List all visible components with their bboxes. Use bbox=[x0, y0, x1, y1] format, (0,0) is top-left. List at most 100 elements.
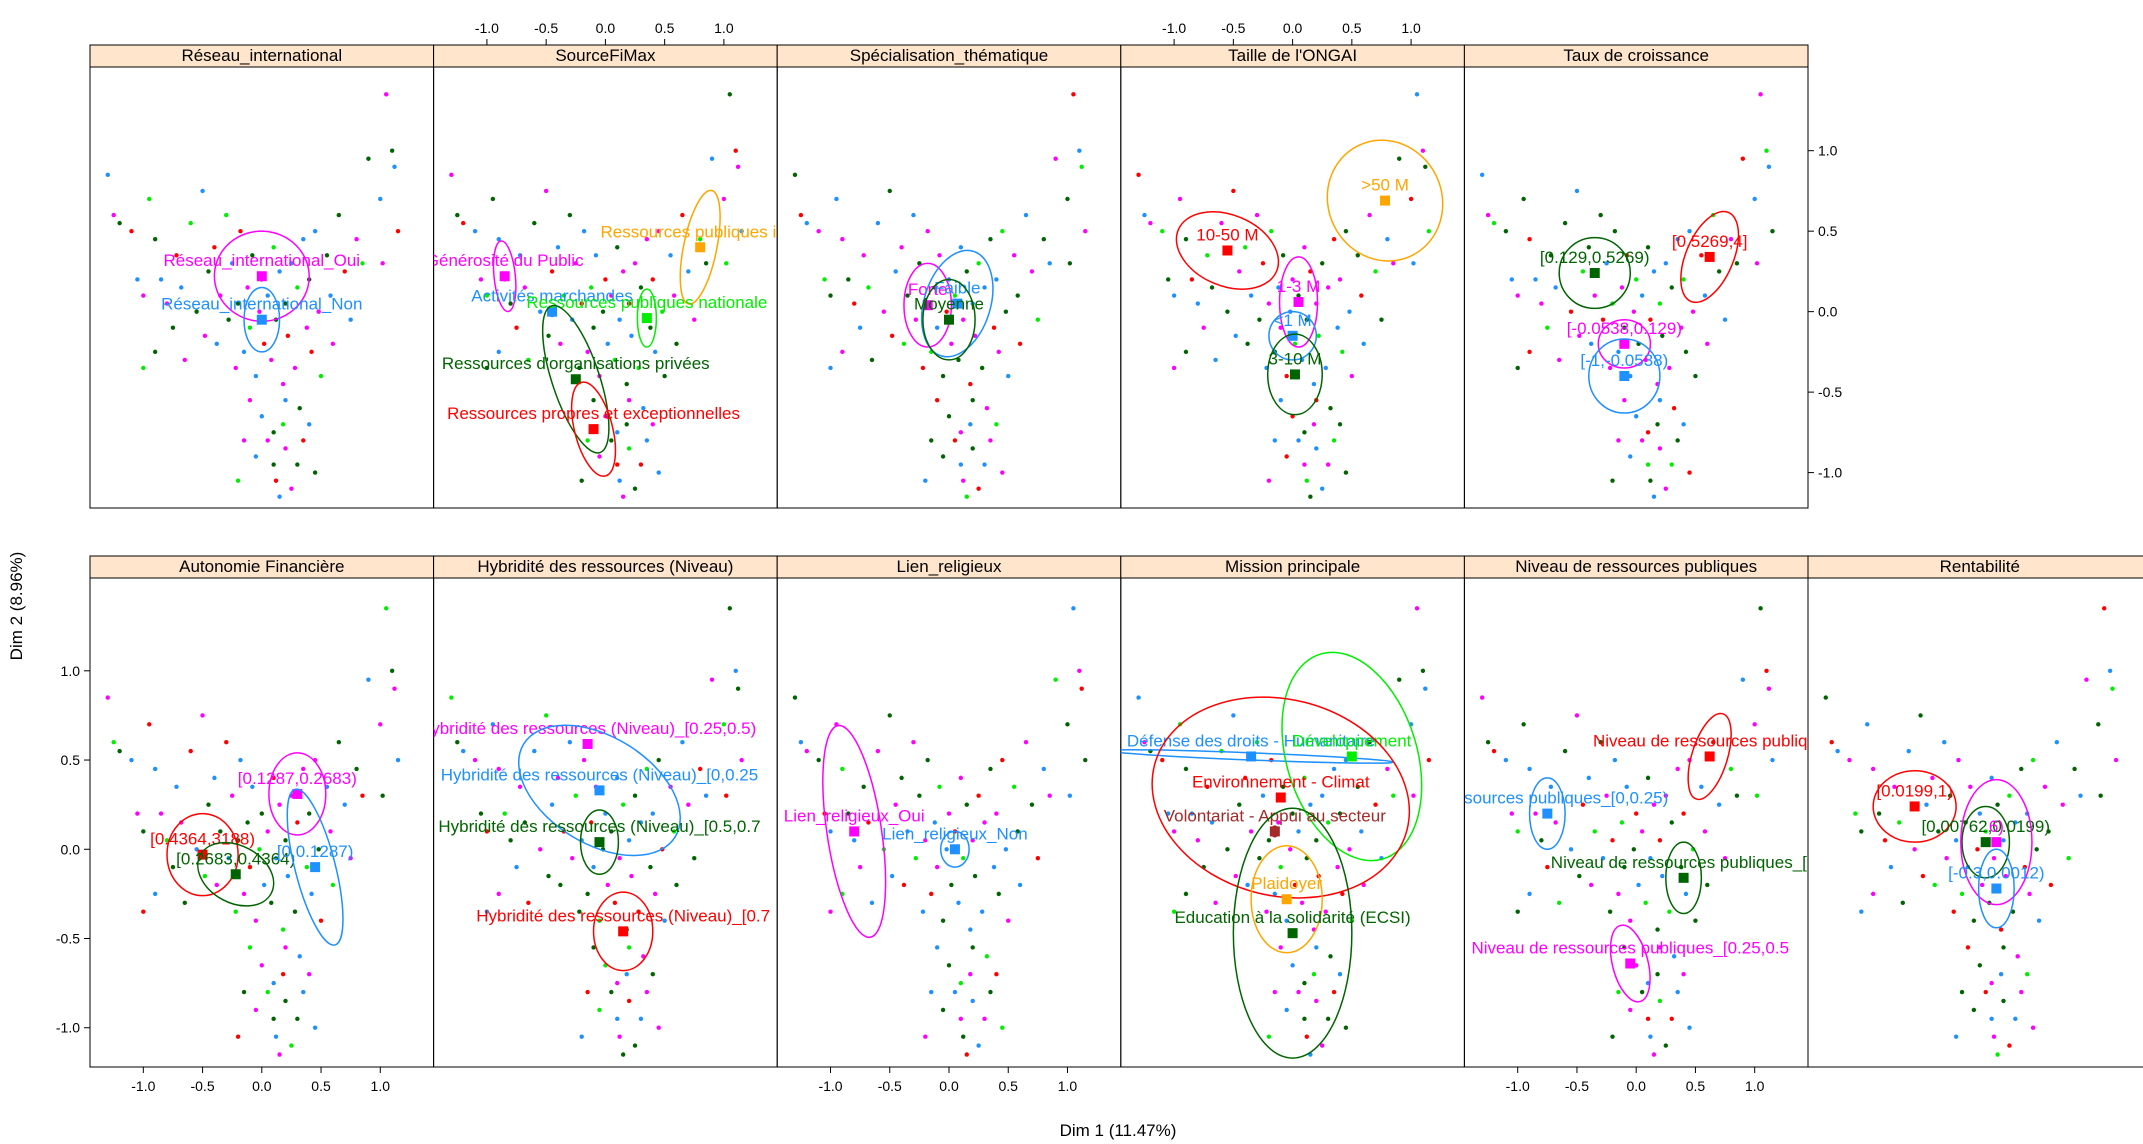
individual-point bbox=[724, 261, 729, 266]
individual-point bbox=[976, 261, 981, 266]
individual-point bbox=[733, 668, 738, 674]
individual-point bbox=[1165, 277, 1171, 282]
individual-point bbox=[1734, 793, 1740, 798]
individual-point bbox=[1272, 989, 1278, 995]
axis-ticks: -1.0 -0.5 0.0 0.5 1.0 bbox=[475, 20, 734, 45]
individual-point bbox=[1588, 882, 1594, 888]
individual-point bbox=[1722, 317, 1728, 322]
individual-point bbox=[1233, 873, 1238, 879]
individual-point bbox=[1509, 811, 1514, 816]
x-tick-label: -0.5 bbox=[1221, 20, 1245, 36]
individual-point bbox=[312, 470, 318, 475]
individual-point bbox=[484, 829, 490, 834]
individual-point bbox=[1201, 325, 1206, 330]
axis-ticks: -1.0 -0.5 0.0 0.5 1.0 bbox=[1506, 1067, 1765, 1094]
individual-point bbox=[724, 793, 729, 798]
individual-point bbox=[958, 775, 964, 781]
individual-point bbox=[1233, 333, 1238, 338]
individual-point bbox=[956, 357, 961, 363]
confidence-ellipse bbox=[1588, 338, 1661, 414]
category-marker bbox=[1289, 369, 1300, 380]
individual-point bbox=[1272, 438, 1278, 443]
individual-point bbox=[378, 196, 383, 202]
individual-point bbox=[1079, 164, 1084, 169]
x-tick-label: -1.0 bbox=[818, 1078, 842, 1094]
individual-point bbox=[940, 1007, 946, 1013]
individual-point bbox=[952, 989, 958, 995]
confidence-ellipse bbox=[1597, 318, 1652, 369]
individual-point bbox=[573, 261, 578, 266]
individual-point bbox=[253, 918, 259, 923]
individual-point bbox=[620, 269, 626, 274]
individual-point bbox=[893, 269, 898, 274]
individual-point bbox=[656, 757, 661, 763]
individual-point bbox=[312, 228, 318, 234]
individual-point bbox=[1660, 873, 1665, 879]
category-label: Ressources publiques inte bbox=[600, 222, 799, 241]
individual-point bbox=[964, 1052, 969, 1057]
individual-point bbox=[1847, 757, 1852, 763]
confidence-ellipse bbox=[1278, 256, 1319, 348]
individual-point bbox=[1231, 713, 1236, 718]
category-marker bbox=[1380, 195, 1391, 206]
individual-point bbox=[301, 237, 306, 242]
individual-point bbox=[152, 891, 158, 897]
category-label: [0.0199,1) bbox=[1876, 781, 1953, 800]
y-tick-label: 0.5 bbox=[61, 752, 81, 768]
individual-point bbox=[1892, 784, 1897, 790]
individual-point bbox=[1648, 478, 1653, 483]
individual-point bbox=[1651, 1052, 1657, 1057]
individual-point bbox=[1408, 196, 1414, 202]
individual-point bbox=[1740, 677, 1746, 682]
individual-point bbox=[1711, 739, 1716, 745]
individual-point bbox=[988, 989, 993, 995]
individual-point bbox=[1177, 196, 1183, 202]
individual-point bbox=[257, 847, 262, 852]
individual-point bbox=[342, 802, 347, 807]
individual-point bbox=[111, 212, 116, 218]
individual-point bbox=[597, 454, 602, 459]
individual-point bbox=[496, 766, 501, 772]
individual-point bbox=[603, 277, 608, 282]
individual-point bbox=[1770, 228, 1775, 234]
individual-point bbox=[629, 873, 634, 879]
individual-point bbox=[2022, 864, 2028, 870]
individual-point bbox=[972, 873, 978, 879]
individual-point bbox=[1331, 237, 1337, 242]
individual-point bbox=[1539, 838, 1544, 843]
category-marker bbox=[292, 788, 303, 799]
individual-point bbox=[828, 365, 833, 371]
individual-point bbox=[982, 1016, 987, 1022]
individual-point bbox=[861, 784, 866, 790]
individual-point bbox=[1702, 293, 1708, 298]
individual-point bbox=[674, 882, 679, 888]
individual-point bbox=[261, 341, 267, 347]
individual-point bbox=[834, 196, 839, 202]
individual-point bbox=[1600, 855, 1606, 861]
category-label: Ressources d'organisations privées bbox=[442, 354, 710, 373]
individual-point bbox=[306, 422, 312, 427]
individual-point bbox=[212, 245, 217, 250]
individual-point bbox=[591, 945, 596, 950]
individual-point bbox=[626, 446, 632, 451]
individual-point bbox=[174, 253, 179, 258]
individual-point bbox=[1367, 212, 1372, 218]
individual-point bbox=[543, 713, 549, 718]
individual-point bbox=[1936, 829, 1941, 834]
individual-point bbox=[2013, 1016, 2018, 1022]
individual-point bbox=[591, 397, 596, 403]
individual-point bbox=[245, 820, 250, 825]
category-label: [-1,-0.0538) bbox=[1580, 351, 1668, 370]
individual-point bbox=[1284, 454, 1289, 459]
x-tick-label: 0.0 bbox=[252, 1078, 272, 1094]
individual-point bbox=[1651, 269, 1657, 274]
individual-point bbox=[271, 462, 276, 467]
individual-point bbox=[1385, 237, 1390, 242]
individual-point bbox=[1897, 820, 1902, 825]
individual-point bbox=[1290, 963, 1295, 968]
category-label: Environnement - Climat bbox=[1192, 773, 1370, 792]
individual-point bbox=[869, 900, 875, 906]
individual-point bbox=[1349, 373, 1355, 379]
individual-point bbox=[934, 864, 940, 870]
individual-point bbox=[1722, 855, 1728, 861]
